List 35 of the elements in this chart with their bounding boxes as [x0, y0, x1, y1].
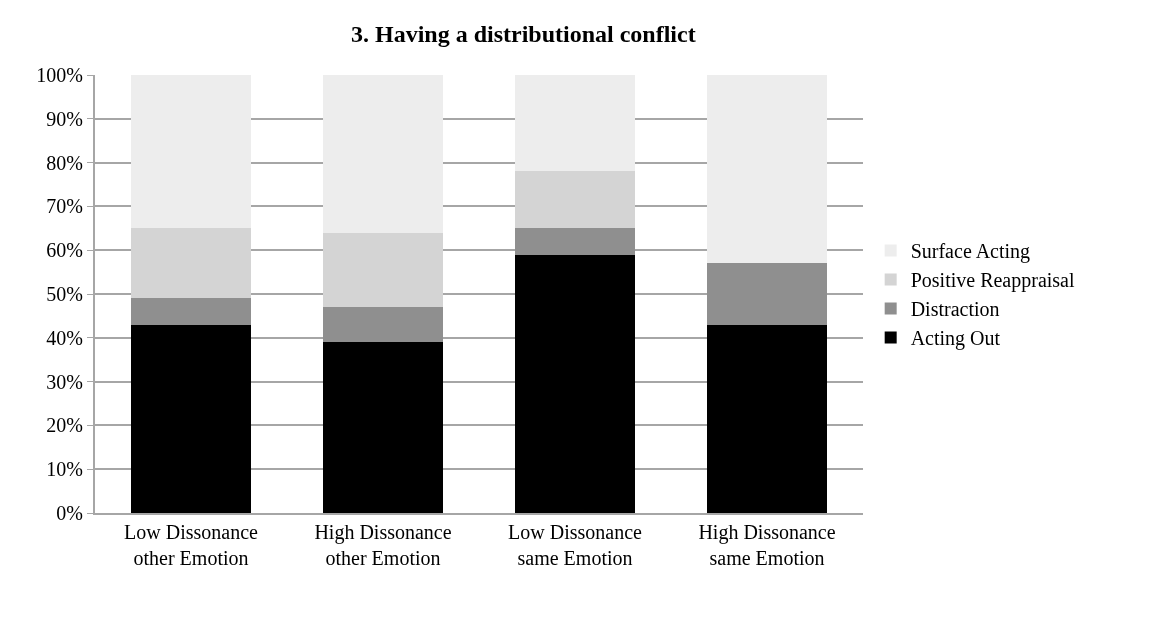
bar [131, 298, 251, 325]
bar [131, 324, 251, 513]
x-tick-label: High Dissonance same Emotion [698, 521, 836, 569]
bar [515, 75, 635, 172]
bar [323, 342, 443, 513]
y-tick-label: 100% [36, 64, 83, 86]
bar [323, 232, 443, 308]
legend-label: Distraction [910, 298, 1000, 321]
y-tick-label: 70% [46, 195, 83, 218]
y-tick-label: 20% [46, 414, 83, 437]
x-tick-label: Low Dissonance same Emotion [508, 521, 643, 569]
bar [515, 228, 635, 255]
y-tick-label: 50% [46, 283, 83, 305]
legend-label: Acting Out [910, 327, 1001, 351]
y-tick-label: 30% [46, 370, 83, 393]
bar [707, 324, 827, 513]
legend-label: Surface Acting [910, 240, 1031, 264]
y-tick-label: 40% [46, 326, 83, 349]
bar [515, 254, 635, 513]
y-tick-label: 60% [46, 239, 83, 262]
legend-label: Positive Reappraisal [910, 269, 1075, 293]
x-tick-label: Low Dissonance other Emotion [124, 521, 259, 569]
y-tick-label: 80% [46, 151, 83, 174]
bar [707, 75, 827, 264]
y-tick-label: 10% [46, 458, 83, 481]
bar [707, 263, 827, 325]
bar [131, 228, 251, 299]
chart-title: 3. Having a distributional conflict [351, 21, 696, 48]
y-tick-label: 90% [46, 107, 83, 130]
bar [515, 171, 635, 229]
bar [323, 75, 443, 233]
x-tick-label: High Dissonance other Emotion [314, 521, 452, 569]
bar [323, 307, 443, 343]
bar [131, 75, 251, 229]
y-tick-label: 0% [56, 502, 83, 524]
